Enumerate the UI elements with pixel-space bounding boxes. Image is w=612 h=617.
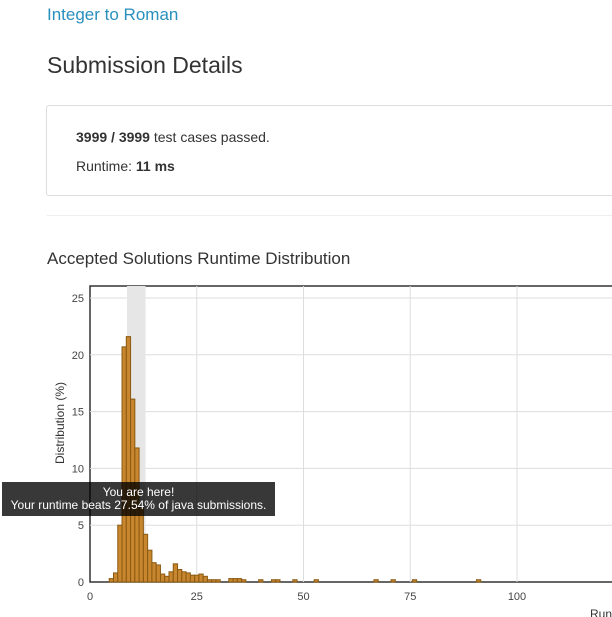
histogram-bar[interactable] — [211, 579, 217, 583]
histogram-bar[interactable] — [177, 569, 183, 583]
x-tick-label: 75 — [404, 591, 416, 603]
histogram-bar[interactable] — [258, 579, 264, 583]
tests-passed-count: 3999 — [76, 129, 108, 145]
histogram-bar[interactable] — [147, 549, 153, 583]
runtime-tooltip: You are here! Your runtime beats 27.54% … — [2, 482, 275, 516]
plot-frame — [89, 285, 612, 583]
x-tick-label: 0 — [87, 591, 93, 603]
histogram-bar[interactable] — [189, 574, 196, 583]
x-axis-label: Runtime (ms) — [590, 607, 612, 617]
histogram-bar[interactable] — [206, 579, 213, 583]
histogram-bar[interactable] — [142, 533, 149, 583]
histogram-bar[interactable] — [228, 578, 234, 583]
y-tick-label: 0 — [78, 577, 84, 589]
y-tick-label: 20 — [72, 350, 84, 362]
test-cases-summary: 3999 / 3999 test cases passed. — [76, 129, 270, 145]
y-tick-label: 15 — [72, 407, 84, 419]
x-tick-label: 50 — [297, 591, 309, 603]
histogram-bar[interactable] — [313, 579, 319, 583]
runtime-label: Runtime: — [76, 158, 136, 174]
histogram-bar[interactable] — [241, 579, 247, 583]
y-tick-label: 25 — [72, 293, 84, 305]
histogram-bar[interactable] — [168, 571, 174, 583]
histogram-bar[interactable] — [172, 563, 179, 583]
histogram-bar[interactable] — [159, 573, 166, 583]
tooltip-line-1: You are here! — [102, 485, 175, 499]
histogram-bar[interactable] — [185, 572, 191, 583]
histogram-bar[interactable] — [121, 346, 127, 583]
histogram-bar[interactable] — [411, 579, 418, 583]
chart-grid — [89, 285, 612, 583]
histogram-bar[interactable] — [390, 579, 396, 583]
histogram-bar[interactable] — [125, 336, 132, 583]
chart-heading: Accepted Solutions Runtime Distribution — [47, 249, 351, 268]
histogram-bar[interactable] — [232, 578, 238, 583]
histogram-bar[interactable] — [270, 579, 277, 583]
y-axis-label[interactable]: Distribution (%) — [53, 382, 67, 464]
histogram-bar[interactable] — [292, 579, 298, 583]
histogram-bar[interactable] — [194, 574, 200, 583]
histogram-bar[interactable] — [164, 575, 170, 583]
histogram-bar[interactable] — [202, 575, 208, 583]
page-title: Submission Details — [47, 52, 243, 78]
runtime-value: 11 ms — [135, 158, 175, 174]
histogram-bar[interactable] — [373, 579, 379, 583]
histogram-bar[interactable] — [198, 573, 204, 583]
histogram-bar[interactable] — [155, 564, 161, 583]
chart-ticks: 0 25 50 75 100 0 5 10 15 20 25 — [72, 293, 526, 603]
histogram-bar[interactable] — [108, 578, 114, 583]
histogram-bar[interactable] — [275, 579, 281, 583]
problem-title-link[interactable]: Integer to Roman — [47, 5, 179, 24]
y-tick-label: 5 — [78, 520, 84, 532]
histogram-bar[interactable] — [151, 562, 157, 583]
submission-result-panel: 3999 / 3999 test cases passed. Runtime: … — [46, 105, 612, 196]
histogram-bar[interactable] — [138, 506, 144, 583]
histogram-bar[interactable] — [117, 524, 123, 583]
runtime-distribution-chart: 0 25 50 75 100 0 5 10 15 20 25 Distribution (%) Ru… — [53, 285, 612, 617]
histogram-bar[interactable] — [236, 578, 243, 583]
tooltip-line-2: Your runtime beats 27.54% of java submis… — [10, 498, 267, 512]
section-divider — [47, 215, 612, 216]
runtime-summary: Runtime: 11 ms — [76, 158, 175, 174]
x-tick-label: 25 — [191, 591, 203, 603]
chart-bars — [108, 336, 482, 583]
tests-total-count: 3999 — [118, 129, 150, 145]
tests-separator: / — [107, 129, 119, 145]
x-tick-label: 100 — [508, 591, 526, 603]
tests-passed-suffix: test cases passed. — [149, 129, 270, 145]
histogram-bar[interactable] — [181, 571, 187, 583]
histogram-bar[interactable] — [215, 579, 221, 583]
histogram-bar[interactable] — [112, 572, 119, 583]
histogram-bar[interactable] — [475, 579, 482, 583]
y-tick-label: 10 — [72, 463, 84, 475]
